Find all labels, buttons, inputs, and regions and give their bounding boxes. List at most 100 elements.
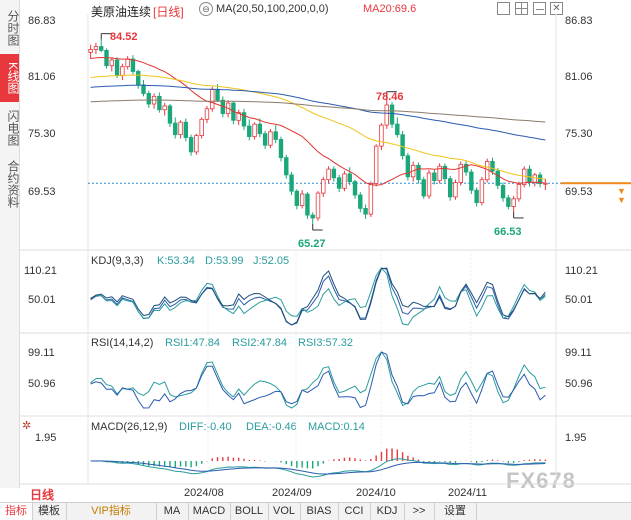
- candle-body: [506, 197, 511, 207]
- candle-body: [373, 145, 379, 184]
- candle-body: [421, 179, 426, 197]
- sidebar-tab-flash[interactable]: 闪电图: [6, 110, 20, 146]
- candle-body: [136, 71, 141, 86]
- candle-body: [162, 105, 167, 111]
- tab-kdj[interactable]: KDJ: [370, 503, 405, 520]
- candle-body: [315, 192, 321, 219]
- kdj-line-1: [90, 267, 546, 326]
- candle-body: [432, 172, 437, 182]
- candle-body: [484, 161, 490, 181]
- kdj-d: D:53.99: [205, 255, 244, 267]
- tab-bias[interactable]: BIAS: [300, 503, 339, 520]
- macd-settings-icon[interactable]: ✲: [22, 420, 32, 432]
- candle-body: [410, 164, 416, 178]
- sidebar-tab-contract[interactable]: 合约资料: [6, 160, 20, 208]
- tab-templates[interactable]: 模板: [32, 503, 67, 520]
- kdj-line-2: [90, 267, 546, 326]
- collapse-icon[interactable]: ⊖: [199, 2, 213, 16]
- candle-body: [537, 174, 543, 184]
- price-marks: [100, 33, 524, 231]
- candle-body: [342, 173, 347, 189]
- ma20-line: [90, 56, 546, 186]
- kdj-k: K:53.34: [157, 255, 195, 267]
- candle-body: [241, 112, 247, 127]
- candle-body: [347, 173, 352, 182]
- candle-body: [262, 133, 268, 146]
- rsi-tick-2: 50.96: [28, 378, 56, 390]
- rsi-2: RSI2:47.84: [232, 337, 288, 349]
- sidebar-tab-kline[interactable]: K线图: [0, 54, 20, 102]
- period-label[interactable]: 日线: [30, 488, 55, 502]
- close-icon[interactable]: ✕: [550, 2, 563, 15]
- tab-ma[interactable]: MA: [156, 503, 189, 520]
- tab-more[interactable]: >>: [404, 503, 435, 520]
- macd-title: MACD(26,12,9): [91, 421, 168, 433]
- candle-body: [305, 193, 310, 216]
- ma50-line: [90, 74, 546, 180]
- candle-body: [188, 137, 194, 153]
- candle-body: [331, 168, 337, 179]
- candle-body: [268, 131, 273, 146]
- candle-body: [225, 102, 231, 114]
- left-tick-4: 69.53: [28, 186, 56, 198]
- tab-macd[interactable]: MACD: [188, 503, 231, 520]
- candle-body: [130, 58, 136, 72]
- candle-body: [336, 177, 342, 189]
- candle-body: [278, 139, 284, 159]
- candle-body: [500, 185, 506, 199]
- minimize-icon[interactable]: [533, 2, 546, 15]
- rsi-tick-r1: 99.11: [565, 347, 592, 359]
- pin-icon[interactable]: [497, 2, 510, 15]
- candle-body: [352, 181, 358, 196]
- annotation-low-2: 66.53: [494, 226, 522, 238]
- right-tick-1: 86.83: [565, 15, 593, 27]
- tab-settings[interactable]: 设置: [434, 503, 477, 520]
- candle-body: [463, 163, 469, 173]
- candle-body: [88, 49, 93, 53]
- watermark: FX678: [506, 468, 576, 493]
- candle-body: [511, 198, 516, 207]
- candle-body: [93, 46, 99, 50]
- tab-cci[interactable]: CCI: [338, 503, 371, 520]
- macd-tick-r1: 1.95: [565, 432, 587, 444]
- candle-body: [368, 183, 374, 215]
- candle-body: [183, 121, 189, 138]
- instrument-name: 美原油连续: [91, 5, 152, 19]
- candle-body: [389, 104, 395, 125]
- kdj-tick-1: 110.21: [24, 265, 57, 277]
- ma20-value: MA20:69.6: [363, 3, 417, 15]
- tab-indicators[interactable]: 指标: [0, 503, 33, 520]
- candle-body: [120, 66, 125, 76]
- rsi-line-2: [90, 351, 546, 409]
- candle-body: [294, 190, 300, 206]
- kdj-tick-r1: 110.21: [565, 265, 598, 277]
- candle-body: [495, 170, 500, 186]
- candle-body: [474, 189, 479, 204]
- candle-body: [215, 89, 220, 101]
- bottom-toolbar: 指标 模板 VIP指标 MA MACD BOLL VOL BIAS CCI KD…: [0, 502, 631, 520]
- grid-icon[interactable]: [515, 2, 528, 15]
- candle-body: [522, 168, 527, 185]
- rsi-tick-r2: 50.96: [565, 378, 593, 390]
- candle-body: [157, 95, 162, 111]
- tab-vip-indicators[interactable]: VIP指标: [66, 503, 157, 520]
- rsi-1: RSI1:47.84: [165, 337, 221, 349]
- candle-body: [326, 168, 331, 181]
- candle-body: [469, 171, 474, 191]
- candle-body: [516, 184, 522, 200]
- date-tick-1: 2024/08: [184, 487, 224, 499]
- candle-body: [125, 58, 130, 68]
- kdj-line-3: [90, 267, 546, 326]
- tab-boll[interactable]: BOLL: [230, 503, 269, 520]
- kdj-j: J:52.05: [253, 255, 290, 267]
- rsi-3: RSI3:57.32: [298, 337, 354, 349]
- sidebar-tab-timeshare[interactable]: 分时图: [6, 10, 20, 46]
- candle-body: [257, 123, 263, 135]
- right-tick-2: 81.06: [565, 71, 593, 83]
- candle-body: [395, 123, 400, 136]
- tab-vol[interactable]: VOL: [268, 503, 301, 520]
- candle-body: [141, 84, 146, 94]
- annotation-low-1: 65.27: [298, 238, 326, 250]
- candle-body: [543, 182, 548, 185]
- period-tag[interactable]: [日线]: [153, 5, 184, 19]
